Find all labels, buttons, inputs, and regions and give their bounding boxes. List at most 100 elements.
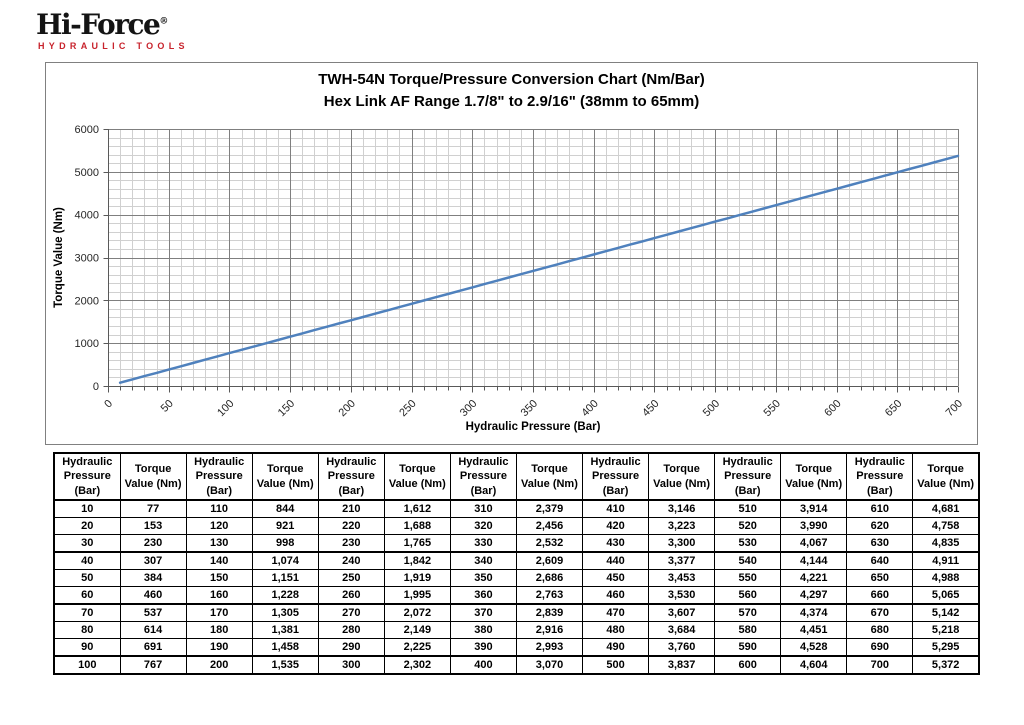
- torque-cell: 2,532: [515, 534, 584, 553]
- pressure-cell: 660: [846, 586, 914, 605]
- pressure-cell: 350: [449, 569, 517, 587]
- torque-cell: 3,837: [648, 655, 716, 675]
- torque-cell: 3,453: [648, 569, 716, 587]
- pressure-cell: 210: [317, 499, 385, 518]
- torque-cell: 2,456: [515, 517, 584, 535]
- table-row: 50 384 150 1,151 250 1,919 350 2,686 450 3,453 550…: [53, 569, 980, 587]
- pressure-cell: 290: [317, 638, 385, 657]
- torque-cell: 5,065: [912, 586, 980, 605]
- col-header-pressure: Hydraulic Pressure (Bar): [846, 452, 914, 501]
- table-row: 60 460 160 1,228 260 1,995 360 2,763 460 3,530 560…: [53, 586, 980, 605]
- torque-cell: 4,374: [780, 603, 848, 622]
- col-header-pressure: Hydraulic Pressure (Bar): [317, 452, 385, 501]
- torque-line: [118, 154, 960, 384]
- pressure-cell: 550: [714, 569, 782, 587]
- pressure-cell: 90: [53, 638, 121, 657]
- x-tick-label: 700: [944, 398, 965, 419]
- pressure-cell: 370: [449, 603, 517, 622]
- torque-cell: 4,681: [912, 499, 980, 518]
- pressure-cell: 60: [53, 586, 121, 605]
- x-tick-label: 650: [883, 398, 904, 419]
- hiforce-logo: Hi-Force® HYDRAULIC TOOLS: [36, 8, 189, 52]
- torque-cell: 1,228: [251, 586, 319, 605]
- torque-cell: 691: [119, 638, 187, 657]
- pressure-cell: 50: [53, 569, 121, 587]
- torque-cell: 1,688: [383, 517, 451, 535]
- y-tick-label: 4000: [75, 210, 99, 222]
- torque-cell: 5,218: [912, 621, 980, 639]
- torque-cell: 1,535: [251, 655, 319, 675]
- pressure-cell: 260: [317, 586, 385, 605]
- y-tick-label: 1000: [75, 338, 99, 350]
- pressure-cell: 150: [185, 569, 253, 587]
- torque-cell: 1,919: [383, 569, 451, 587]
- torque-cell: 230: [119, 534, 187, 553]
- pressure-cell: 500: [581, 655, 650, 675]
- torque-cell: 4,297: [780, 586, 848, 605]
- pressure-cell: 100: [53, 655, 121, 675]
- logo-tagline: HYDRAULIC TOOLS: [38, 41, 189, 51]
- pressure-cell: 620: [846, 517, 914, 535]
- pressure-cell: 490: [581, 638, 650, 657]
- pressure-cell: 580: [714, 621, 782, 639]
- pressure-cell: 40: [53, 551, 121, 570]
- y-tick-label: 3000: [75, 253, 99, 265]
- y-tick-label: 2000: [75, 295, 99, 307]
- chart-container: TWH-54N Torque/Pressure Conversion Chart…: [45, 62, 978, 445]
- torque-cell: 2,916: [515, 621, 584, 639]
- torque-cell: 2,686: [515, 569, 584, 587]
- pressure-cell: 470: [581, 603, 650, 622]
- torque-cell: 4,604: [780, 655, 848, 675]
- pressure-cell: 700: [846, 655, 914, 675]
- x-tick-label: 200: [337, 398, 358, 419]
- torque-cell: 767: [119, 655, 187, 675]
- torque-cell: 3,914: [780, 499, 848, 518]
- table-row: 90 691 190 1,458 290 2,225 390 2,993 490 3,760 590…: [53, 638, 980, 657]
- torque-cell: 153: [119, 517, 187, 535]
- logo-brand-text: Hi-Force: [36, 8, 161, 41]
- pressure-cell: 340: [449, 551, 517, 570]
- x-tick-label: 0: [102, 398, 115, 411]
- torque-cell: 3,146: [648, 499, 716, 518]
- col-header-torque: Torque Value (Nm): [383, 452, 451, 501]
- pressure-cell: 520: [714, 517, 782, 535]
- pressure-cell: 240: [317, 551, 385, 570]
- x-tick-label: 100: [215, 398, 236, 419]
- x-tick-label: 600: [822, 398, 843, 419]
- torque-cell: 2,609: [515, 551, 584, 570]
- pressure-cell: 390: [449, 638, 517, 657]
- torque-cell: 1,995: [383, 586, 451, 605]
- pressure-cell: 230: [317, 534, 385, 553]
- torque-cell: 5,142: [912, 603, 980, 622]
- pressure-cell: 110: [185, 499, 253, 518]
- torque-cell: 1,381: [251, 621, 319, 639]
- x-tick-label: 50: [159, 398, 176, 415]
- pressure-cell: 330: [449, 534, 517, 553]
- pressure-cell: 640: [846, 551, 914, 570]
- col-header-torque: Torque Value (Nm): [119, 452, 187, 501]
- col-header-torque: Torque Value (Nm): [648, 452, 716, 501]
- pressure-cell: 460: [581, 586, 650, 605]
- torque-cell: 3,760: [648, 638, 716, 657]
- col-header-pressure: Hydraulic Pressure (Bar): [449, 452, 517, 501]
- torque-cell: 998: [251, 534, 319, 553]
- pressure-cell: 70: [53, 603, 121, 622]
- torque-cell: 2,839: [515, 603, 584, 622]
- table-row: 40 307 140 1,074 240 1,842 340 2,609 440 3,377 540…: [53, 551, 980, 570]
- col-header-pressure: Hydraulic Pressure (Bar): [581, 452, 650, 501]
- pressure-cell: 120: [185, 517, 253, 535]
- pressure-cell: 270: [317, 603, 385, 622]
- pressure-cell: 600: [714, 655, 782, 675]
- pressure-cell: 510: [714, 499, 782, 518]
- pressure-cell: 400: [449, 655, 517, 675]
- torque-cell: 4,988: [912, 569, 980, 587]
- torque-cell: 4,758: [912, 517, 980, 535]
- table-row: 70 537 170 1,305 270 2,072 370 2,839 470 3,607 570…: [53, 603, 980, 622]
- torque-cell: 460: [119, 586, 187, 605]
- registered-trademark-icon: ®: [159, 16, 169, 27]
- pressure-cell: 610: [846, 499, 914, 518]
- pressure-cell: 380: [449, 621, 517, 639]
- torque-cell: 921: [251, 517, 319, 535]
- col-header-torque: Torque Value (Nm): [515, 452, 584, 501]
- table-row: 100 767 200 1,535 300 2,302 400 3,070 500 3,837 60…: [53, 655, 980, 675]
